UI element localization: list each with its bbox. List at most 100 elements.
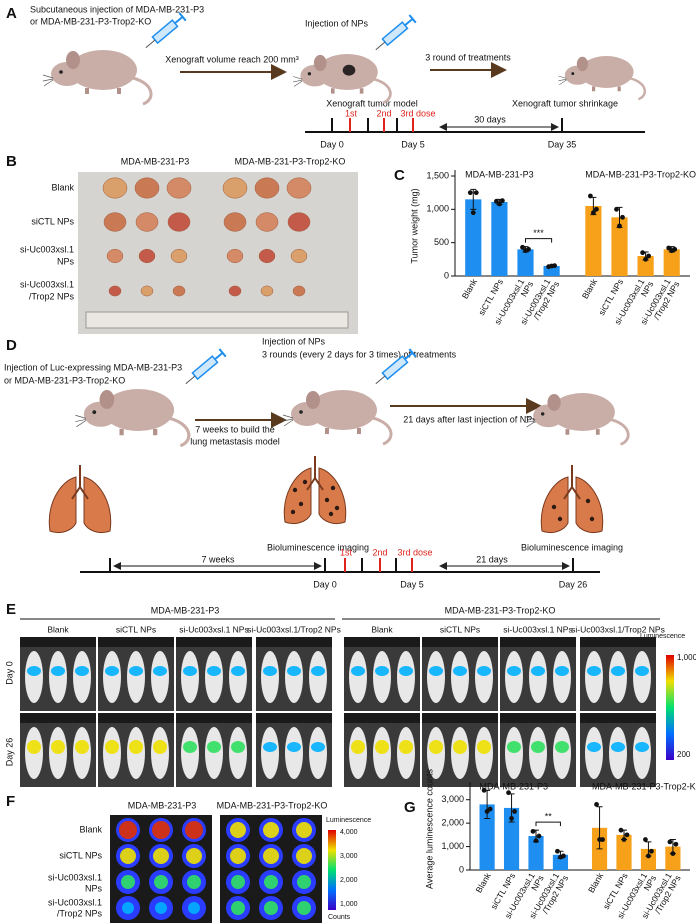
tumor [287,212,311,232]
mouse-silhouette [285,651,303,703]
syringe-needle [145,39,156,49]
data-point [552,263,558,269]
mouse-tail [169,416,191,448]
mouse-ear [66,51,80,69]
metastasis [330,485,336,491]
scale-title: Luminescence [326,817,371,824]
mouse-silhouette [103,651,121,703]
ruler [85,311,349,329]
row-label: /Trop2 NPs [57,908,103,918]
lung-luminescence [230,848,246,864]
lung-luminescence [186,848,202,864]
imaging-rack [256,713,332,723]
mouse-silhouette [633,651,651,703]
mouse-tail [372,416,393,446]
bar [479,804,495,870]
luminescence [555,666,569,676]
tumor [102,177,128,199]
dose-label: 1st [340,547,353,557]
caption: or MDA-MB-231-P3-Trop2-KO [30,16,151,26]
luminescence [207,666,221,676]
luminescence [51,740,65,754]
luminescence [183,741,197,753]
luminescence [531,666,545,676]
row-label: Day 0 [4,661,14,685]
scale-tick: 2,000 [340,877,358,884]
lung-luminescence [296,848,312,864]
group-label: MDA-MB-231-P3 [128,800,197,810]
metastasis [292,487,298,493]
luminescence [287,742,301,752]
caption: Bioluminescence imaging [267,542,369,552]
imaging-rack [580,713,656,723]
mouse-ear [313,54,327,72]
data-point [670,851,676,856]
caption: 3 round of treatments [425,52,511,62]
dose-label: 3rd dose [400,108,435,118]
mouse [75,389,191,448]
data-point [649,848,654,854]
column-label: siCTL NPs [440,624,480,634]
data-point [672,246,678,252]
row-label: /Trop2 NPs [29,291,75,301]
tumor [223,212,247,232]
luminescence [231,741,245,753]
syringe-barrel [381,21,409,47]
luminescence [477,740,491,754]
column-label: si-Uc003xsl.1/Trop2 NPs [571,624,665,634]
bar [637,256,654,276]
luminescence [75,666,89,676]
syringe-needle [375,41,386,51]
mouse-silhouette [475,651,493,703]
mouse-whisker [75,414,87,428]
lung-luminescence [297,901,311,915]
mouse [293,54,392,104]
imaging-rack [500,637,576,647]
data-point [473,190,479,196]
mouse-ear [576,56,588,72]
bar [465,199,482,276]
syringe-needle [185,375,196,385]
mouse-silhouette [229,651,247,703]
luminescence [555,741,569,753]
mouse-body [309,390,377,430]
caption: Subcutaneous injection of MDA-MB-231-P3 [30,4,204,14]
legend-label: MDA-MB-231-P3 [480,781,549,791]
row-label: Day 26 [4,738,14,767]
x-tick-label: Blank [460,276,480,300]
mouse-silhouette [261,727,279,779]
mouse-ear [306,391,320,409]
mouse-silhouette [285,727,303,779]
luminescence [351,740,365,754]
trachea [563,465,581,500]
y-tick-label: 1,000 [426,204,449,214]
data-point [593,206,599,212]
tumor [255,212,279,232]
luminescence [611,742,625,752]
lung-luminescence [121,875,135,889]
tumor [134,177,160,199]
bar [640,848,657,870]
mouse-eye [59,70,63,74]
panel-label: C [394,167,405,184]
lung-luminescence [263,822,279,838]
lung-lobe [83,476,112,534]
imaging-rack [344,637,420,647]
column-label: Blank [47,624,69,634]
y-axis-title: Tumor weight (mg) [409,188,419,263]
mouse-tail [373,77,392,104]
row-label: si-Uc003xsl.1 [20,244,74,254]
syringe-cap [408,348,417,358]
caption: Injection of NPs [262,336,326,346]
lungs [48,465,112,534]
tumor [292,285,306,297]
legend-label: MDA-MB-231-P3-Trop2-KO [592,781,696,791]
day-label: Day 26 [559,579,588,589]
caption: Bioluminescence imaging [521,542,623,552]
significance-bracket [535,821,561,827]
metastasis [551,504,557,510]
data-point [555,848,560,854]
metastasis [589,516,595,522]
